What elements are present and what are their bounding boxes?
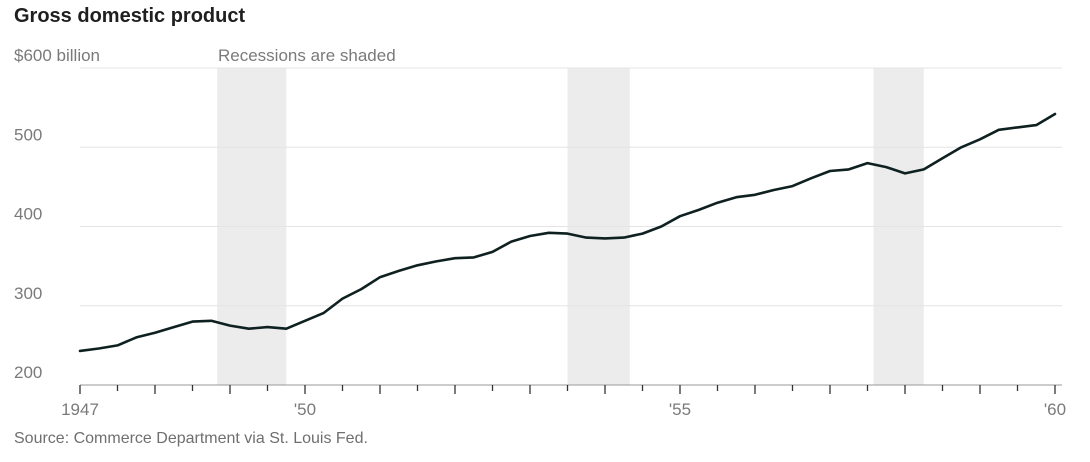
x-tick-label-1947: 1947 bbox=[61, 400, 99, 419]
x-tick-label-1950: '50 bbox=[294, 400, 316, 419]
x-tick-label-1960: '60 bbox=[1044, 400, 1066, 419]
y-tick-label-400: 400 bbox=[14, 205, 42, 224]
recession-annotation: Recessions are shaded bbox=[218, 46, 396, 65]
y-axis-labels: 200 300 400 500 $600 billion bbox=[14, 46, 100, 382]
y-tick-label-500: 500 bbox=[14, 125, 42, 144]
y-tick-label-300: 300 bbox=[14, 284, 42, 303]
x-tick-label-1955: '55 bbox=[669, 400, 691, 419]
y-tick-label-200: 200 bbox=[14, 363, 42, 382]
gridlines bbox=[80, 67, 1062, 307]
y-tick-label-600: $600 billion bbox=[14, 46, 100, 65]
chart-title: Gross domestic product bbox=[14, 5, 245, 27]
source-note: Source: Commerce Department via St. Loui… bbox=[14, 430, 368, 447]
x-axis-labels: 1947 '50 '55 '60 bbox=[61, 400, 1066, 419]
x-axis-ticks bbox=[79, 385, 1056, 394]
gdp-series-line bbox=[78, 112, 1057, 353]
